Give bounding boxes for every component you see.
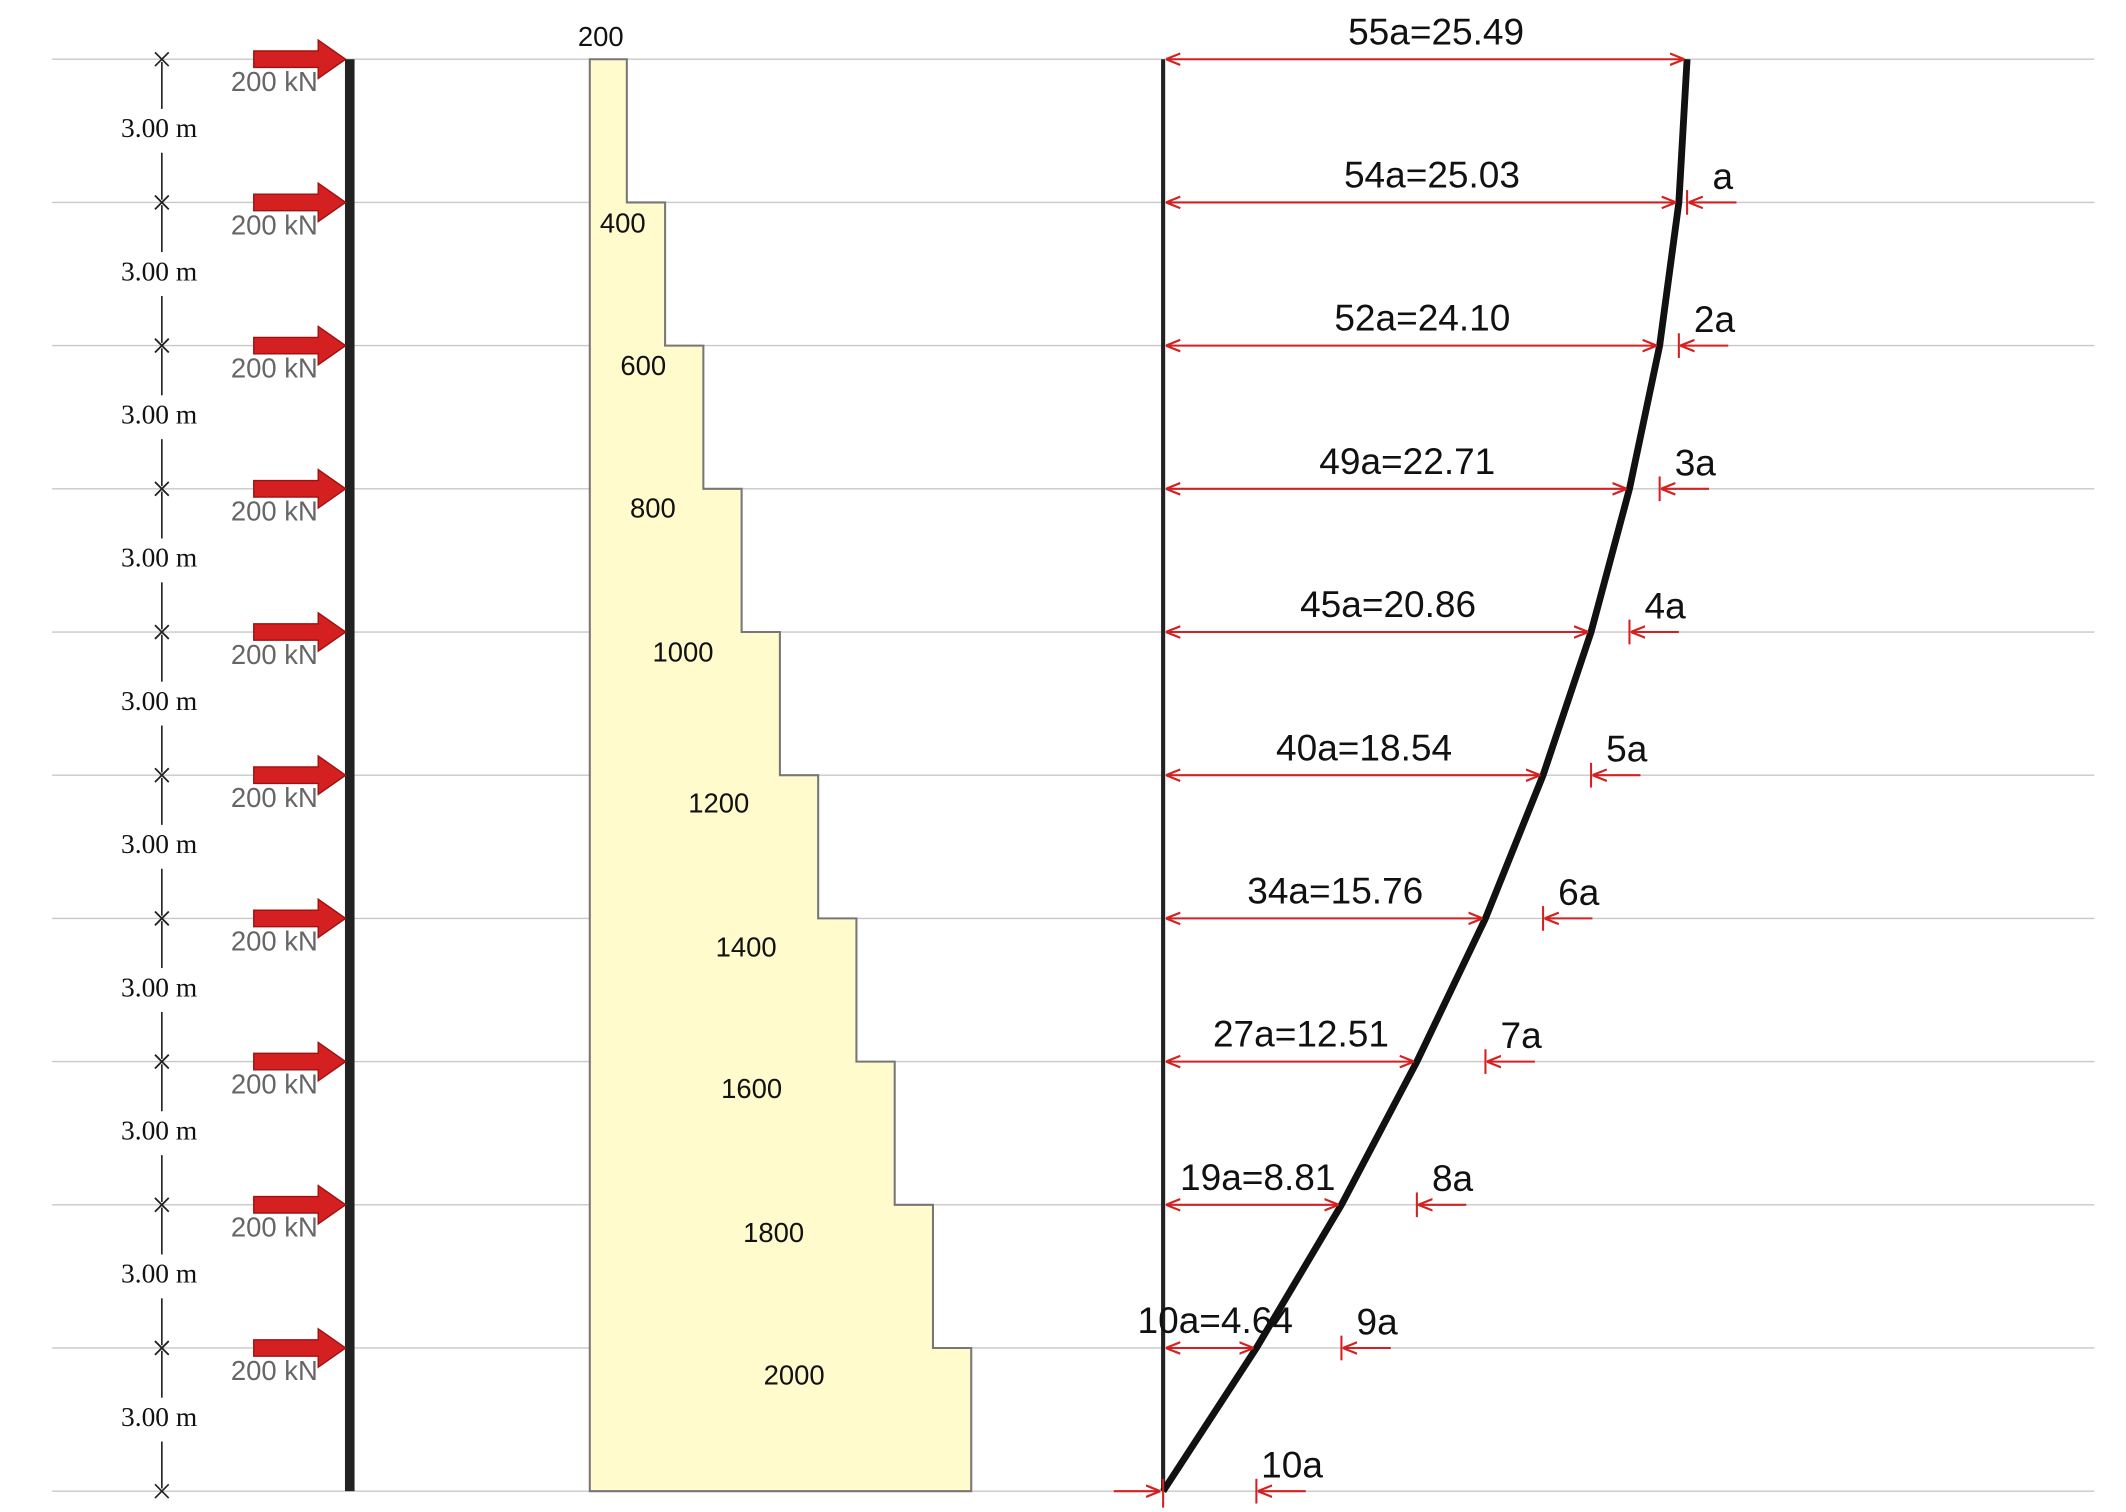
load-arrow bbox=[253, 1327, 347, 1369]
shear-label: 1800 bbox=[743, 1217, 804, 1248]
height-label: 3.00 m bbox=[121, 686, 197, 716]
inc-label: 7a bbox=[1501, 1014, 1543, 1056]
shear-label: 400 bbox=[600, 207, 646, 238]
inc-label: 4a bbox=[1645, 584, 1687, 626]
shear-label: 1400 bbox=[716, 932, 777, 963]
shear-label: 800 bbox=[630, 493, 676, 524]
dim-tick bbox=[154, 624, 170, 640]
dim-tick bbox=[154, 1483, 170, 1499]
dim-tick bbox=[154, 1197, 170, 1213]
load-label: 200 kN bbox=[231, 496, 318, 527]
dim-tick bbox=[154, 481, 170, 497]
load-label: 200 kN bbox=[231, 925, 318, 956]
load-label: 200 kN bbox=[231, 1069, 318, 1100]
load-arrow bbox=[253, 468, 347, 510]
load-label: 200 kN bbox=[231, 1212, 318, 1243]
disp-label: 55a=25.49 bbox=[1348, 10, 1524, 52]
inc-label: 6a bbox=[1558, 871, 1600, 913]
load-arrow bbox=[253, 1184, 347, 1226]
height-label: 3.00 m bbox=[121, 972, 197, 1002]
height-label: 3.00 m bbox=[121, 256, 197, 286]
load-label: 200 kN bbox=[231, 782, 318, 813]
height-label: 3.00 m bbox=[121, 1402, 197, 1432]
disp-label: 34a=15.76 bbox=[1247, 869, 1423, 911]
load-label: 200 kN bbox=[231, 209, 318, 240]
inc-label: 5a bbox=[1606, 728, 1648, 770]
dim-tick bbox=[154, 1340, 170, 1356]
load-arrow bbox=[253, 754, 347, 796]
disp-label: 54a=25.03 bbox=[1344, 154, 1520, 196]
shear-label: 2000 bbox=[764, 1360, 825, 1391]
dim-tick bbox=[154, 51, 170, 67]
disp-label: 10a=4.64 bbox=[1138, 1299, 1293, 1341]
height-label: 3.00 m bbox=[121, 1115, 197, 1145]
dim-tick bbox=[154, 767, 170, 783]
height-label: 3.00 m bbox=[121, 543, 197, 573]
shear-label: 1200 bbox=[688, 788, 749, 819]
shear-label: 1000 bbox=[653, 637, 714, 668]
disp-label: 40a=18.54 bbox=[1276, 726, 1452, 768]
inc-label: 8a bbox=[1432, 1157, 1474, 1199]
dim-tick bbox=[154, 1054, 170, 1070]
disp-label: 19a=8.81 bbox=[1180, 1156, 1335, 1198]
inc-label: 2a bbox=[1694, 298, 1736, 340]
disp-label: 49a=22.71 bbox=[1319, 440, 1495, 482]
load-label: 200 kN bbox=[231, 353, 318, 384]
dim-tick bbox=[154, 910, 170, 926]
load-label: 200 kN bbox=[231, 66, 318, 97]
inc-label: a bbox=[1712, 155, 1733, 197]
shear-diagram bbox=[588, 58, 973, 1493]
height-label: 3.00 m bbox=[121, 829, 197, 859]
shear-label: 200 bbox=[578, 21, 624, 52]
load-arrow bbox=[253, 611, 347, 653]
disp-label: 27a=12.51 bbox=[1213, 1013, 1389, 1055]
height-label: 3.00 m bbox=[121, 1259, 197, 1289]
dim-tick bbox=[154, 194, 170, 210]
load-label: 200 kN bbox=[231, 639, 318, 670]
load-arrow bbox=[253, 38, 347, 80]
inc-label: 10a bbox=[1261, 1444, 1323, 1486]
load-label: 200 kN bbox=[231, 1355, 318, 1386]
shear-label: 600 bbox=[620, 350, 666, 381]
load-arrow bbox=[253, 897, 347, 939]
height-label: 3.00 m bbox=[121, 113, 197, 143]
inc-label: 9a bbox=[1357, 1300, 1399, 1342]
load-arrow bbox=[253, 181, 347, 223]
deflected-shape bbox=[1160, 59, 1691, 1494]
inc-label: 3a bbox=[1675, 441, 1717, 483]
disp-label: 52a=24.10 bbox=[1334, 297, 1510, 339]
shear-label: 1600 bbox=[721, 1073, 782, 1104]
load-arrow bbox=[253, 325, 347, 367]
dim-tick bbox=[154, 338, 170, 354]
height-label: 3.00 m bbox=[121, 400, 197, 430]
load-arrow bbox=[253, 1041, 347, 1083]
disp-label: 45a=20.86 bbox=[1300, 583, 1476, 625]
